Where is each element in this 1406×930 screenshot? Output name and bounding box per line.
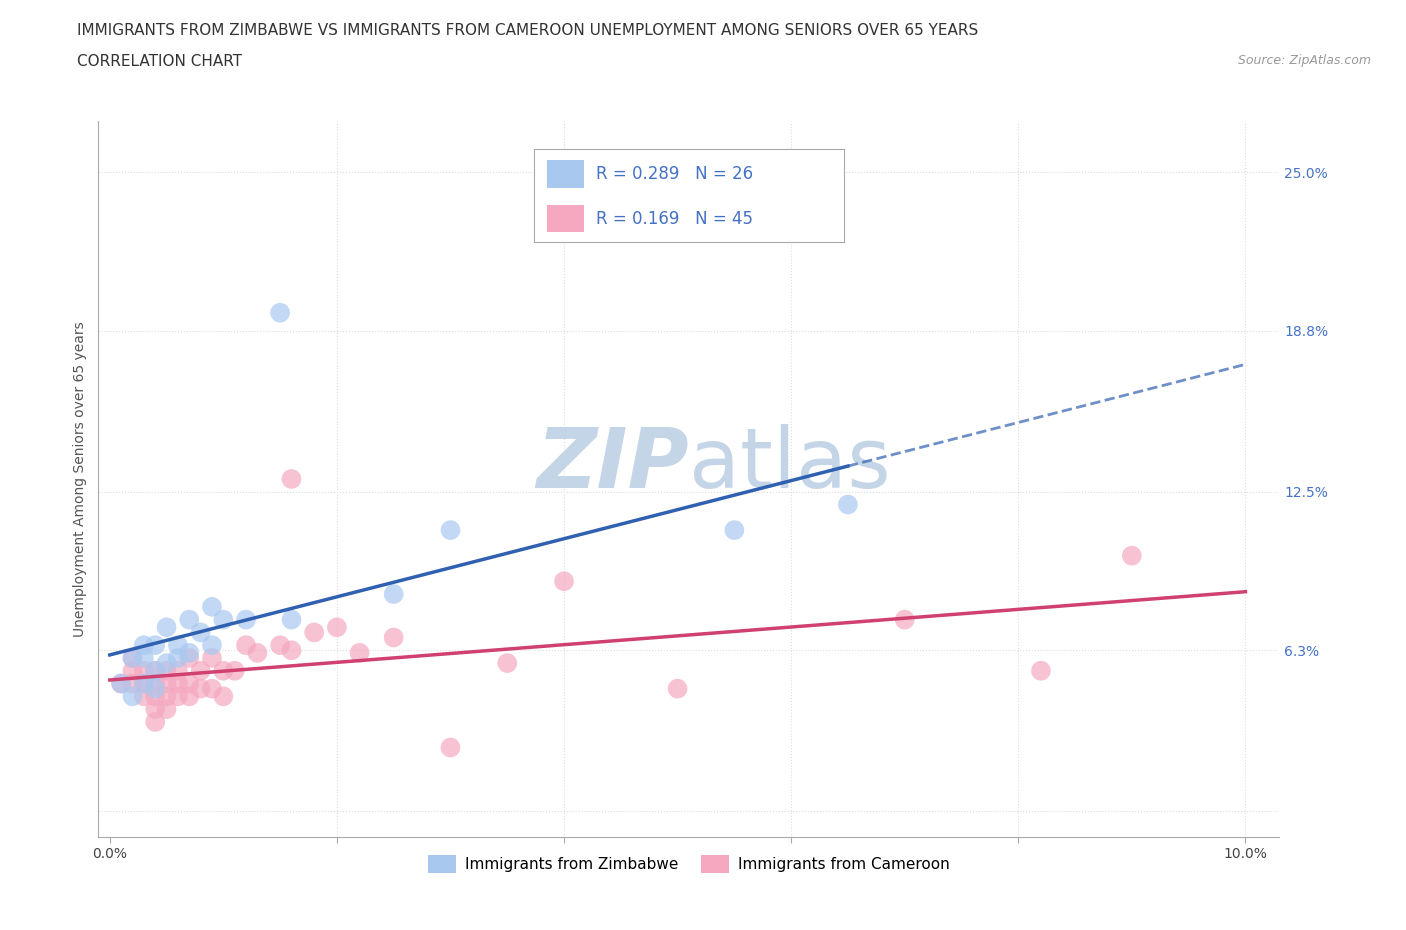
Point [110,676,132,691]
Point [143,676,166,691]
Point [280,472,302,486]
Point [155,702,177,717]
FancyBboxPatch shape [547,205,583,232]
Point [553,574,575,589]
Point [143,681,166,696]
Point [269,638,291,653]
Point [723,523,745,538]
Legend: Immigrants from Zimbabwe, Immigrants from Cameroon: Immigrants from Zimbabwe, Immigrants fro… [422,849,956,880]
Point [132,676,155,691]
Point [121,676,143,691]
Text: atlas: atlas [689,424,890,505]
Point [190,625,212,640]
Text: Source: ZipAtlas.com: Source: ZipAtlas.com [1237,54,1371,67]
Point [382,631,405,645]
Point [235,638,257,653]
Text: ZIP: ZIP [536,424,689,505]
Text: R = 0.169   N = 45: R = 0.169 N = 45 [596,209,754,228]
Point [155,656,177,671]
Point [121,689,143,704]
Point [1121,549,1143,564]
Point [212,689,235,704]
Point [179,689,201,704]
Text: R = 0.289   N = 26: R = 0.289 N = 26 [596,165,754,183]
Point [155,676,177,691]
Point [121,651,143,666]
Text: IMMIGRANTS FROM ZIMBABWE VS IMMIGRANTS FROM CAMEROON UNEMPLOYMENT AMONG SENIORS : IMMIGRANTS FROM ZIMBABWE VS IMMIGRANTS F… [77,23,979,38]
Point [179,676,201,691]
Point [190,663,212,678]
Point [349,645,371,660]
Point [201,600,224,615]
Point [167,638,190,653]
Point [496,656,519,671]
Point [179,645,201,660]
Point [167,651,190,666]
Point [143,638,166,653]
Point [167,663,190,678]
Point [167,676,190,691]
Point [155,689,177,704]
Point [224,663,246,678]
Point [121,663,143,678]
Point [121,651,143,666]
Point [326,620,349,635]
Point [132,651,155,666]
Point [212,612,235,627]
Point [132,638,155,653]
Point [269,305,291,320]
Point [132,663,155,678]
Point [132,676,155,691]
Point [179,612,201,627]
Point [179,651,201,666]
Point [201,651,224,666]
Point [132,689,155,704]
Point [382,587,405,602]
Point [280,612,302,627]
Point [167,689,190,704]
Point [837,498,859,512]
Point [201,681,224,696]
Point [439,523,461,538]
Point [1029,663,1052,678]
Point [143,689,166,704]
Point [666,681,689,696]
Point [246,645,269,660]
Y-axis label: Unemployment Among Seniors over 65 years: Unemployment Among Seniors over 65 years [73,321,87,637]
Point [235,612,257,627]
Point [893,612,915,627]
Text: CORRELATION CHART: CORRELATION CHART [77,54,242,69]
Point [110,676,132,691]
Point [155,620,177,635]
Point [143,663,166,678]
Point [143,663,166,678]
Point [439,740,461,755]
FancyBboxPatch shape [547,160,583,188]
Point [201,638,224,653]
Point [155,663,177,678]
Point [302,625,325,640]
Point [190,681,212,696]
Point [143,714,166,729]
Point [212,663,235,678]
Point [280,643,302,658]
Point [143,702,166,717]
